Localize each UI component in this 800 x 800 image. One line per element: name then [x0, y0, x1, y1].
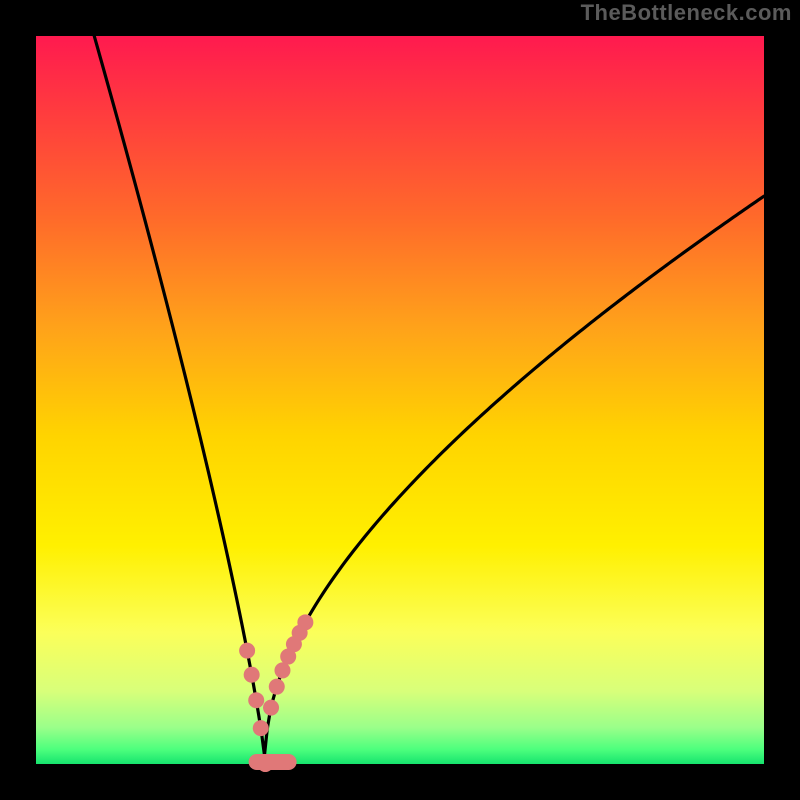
watermark-text: TheBottleneck.com: [581, 0, 792, 26]
highlight-dot: [253, 720, 269, 736]
highlight-dot: [274, 662, 290, 678]
highlight-dot: [297, 614, 313, 630]
chart-root: TheBottleneck.com: [0, 0, 800, 800]
highlight-dot: [269, 679, 285, 695]
chart-svg: [0, 0, 800, 800]
highlight-dot: [248, 692, 264, 708]
plot-background: [36, 36, 764, 764]
highlight-dot: [244, 667, 260, 683]
highlight-dot: [239, 643, 255, 659]
highlight-dot: [263, 700, 279, 716]
